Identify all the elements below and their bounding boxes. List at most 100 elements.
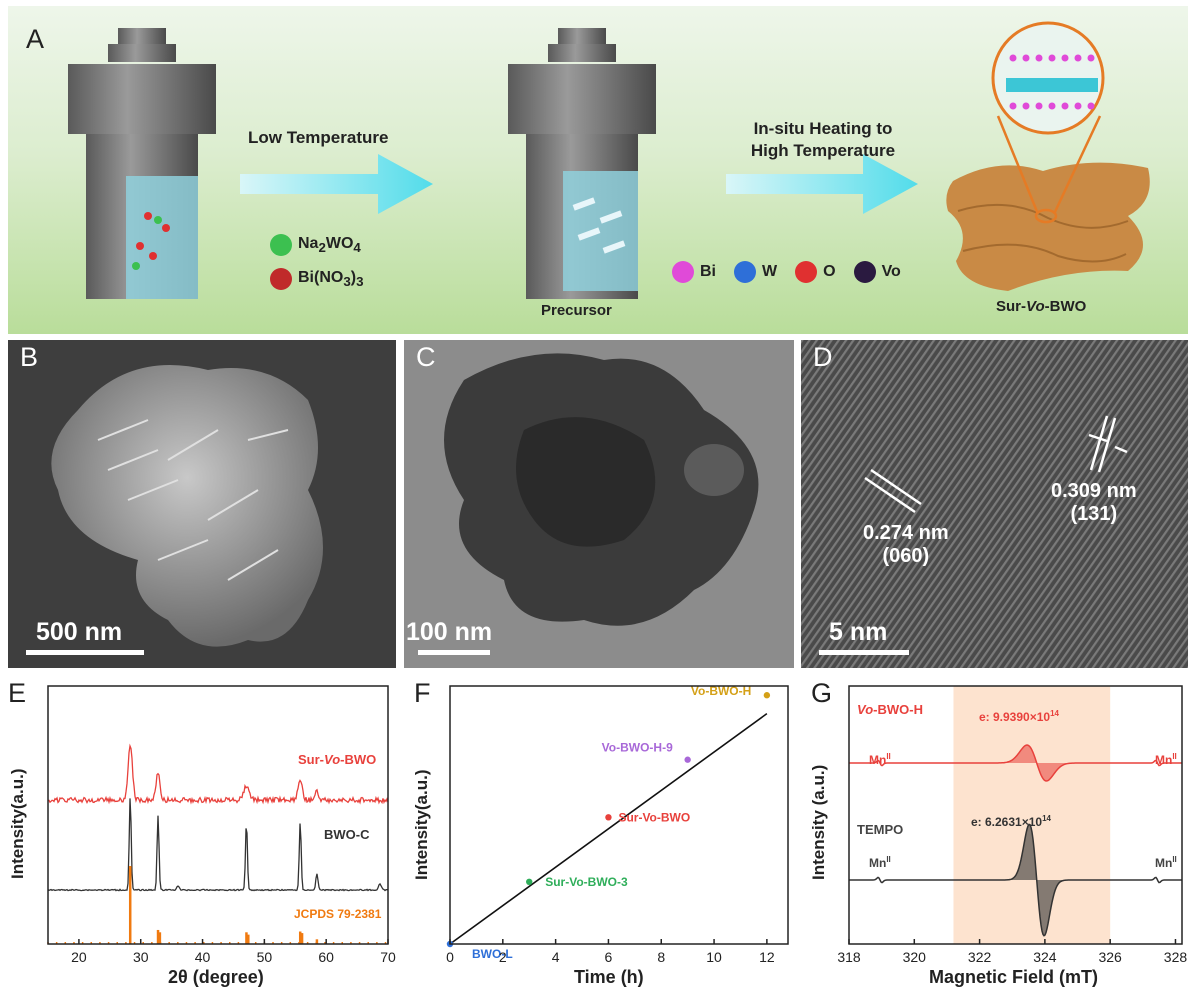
o-ball-icon <box>795 261 818 283</box>
legend-vo: Vo <box>853 261 901 283</box>
e-value-g-tempo: e: 6.2631×1014 <box>971 814 1051 829</box>
autoclave-vessel-1 <box>68 28 216 299</box>
reagent-bino3: Bi(NO3)3 <box>270 268 364 290</box>
series-line-vobwoh <box>849 744 1182 782</box>
mn-label-g-2: MnII <box>1155 752 1177 767</box>
x-tick-label: 4 <box>552 949 560 965</box>
x-tick-label: 2 <box>499 949 507 965</box>
panel-d-hrtem-image: D 0.274 nm (060) 0.309 nm (131) 5 nm <box>801 340 1188 668</box>
panel-label-c: C <box>416 342 436 372</box>
plot-frame-f <box>449 685 789 945</box>
series-label-g-tempo: TEMPO <box>857 822 904 837</box>
panel-label-d: D <box>813 342 833 372</box>
red-ball-icon <box>270 268 292 290</box>
series-line-survobwo <box>47 743 389 805</box>
x-tick-label: 318 <box>837 949 861 965</box>
scale-bar-d <box>819 650 909 655</box>
legend-bi: Bi <box>672 261 716 283</box>
sem-particle <box>51 365 323 647</box>
data-label: Vo-BWO-H <box>691 684 751 698</box>
x-tick-label: 12 <box>759 949 775 965</box>
panel-label-e: E <box>8 678 27 708</box>
reagent1-formula: Na2WO4 <box>298 234 361 256</box>
series-label-g-vobwoh: Vo-BWO-H <box>857 702 923 717</box>
panel-a-schematic: A Low Temperature In-situ Heating to Hig… <box>8 6 1188 334</box>
x-tick-label: 40 <box>195 949 211 965</box>
panel-label-g: G <box>811 678 833 708</box>
legend-w: W <box>734 261 777 283</box>
xlabel-g: Magnetic Field (mT) <box>929 967 1099 987</box>
autoclave-vessel-2 <box>508 28 656 299</box>
vo-ball-icon <box>853 261 876 283</box>
green-ball-icon <box>270 234 292 256</box>
x-tick-label: 70 <box>380 949 396 965</box>
series-line-bwoc <box>47 798 388 892</box>
step2-label-line1: In-situ Heating to <box>753 119 893 138</box>
scale-bar-c <box>418 650 490 655</box>
scale-bar-b <box>26 650 144 655</box>
series-line-tempo <box>849 823 1182 937</box>
product-nanosheet <box>946 21 1150 291</box>
x-tick-label: 0 <box>446 949 454 965</box>
fringe-annotation-131: 0.309 nm (131) <box>1051 480 1137 525</box>
x-tick-label: 6 <box>605 949 613 965</box>
fit-line <box>449 712 768 945</box>
scale-label-c: 100 nm <box>406 618 493 646</box>
panel-e-xrd-chart: E 20 30 40 50 60 70 Intensity(a.u.) 2θ (degre… <box>8 672 396 992</box>
product-label: Sur-Vo-BWO <box>996 298 1087 315</box>
data-point <box>526 878 533 886</box>
atom-legend: Bi W O Vo <box>672 261 901 283</box>
hrtem-lattice <box>801 340 1188 668</box>
data-point <box>763 692 771 699</box>
data-label: Sur-Vo-BWO-3 <box>545 875 628 889</box>
panel-c-tem-image: C 100 nm <box>404 340 794 668</box>
series-label-e-bwoc: BWO-C <box>324 827 370 842</box>
precursor-label: Precursor <box>541 302 612 319</box>
scale-label-d: 5 nm <box>829 618 888 646</box>
x-tick-label: 328 <box>1164 949 1188 965</box>
data-point <box>684 756 691 763</box>
x-tick-label: 8 <box>657 949 665 965</box>
x-tick-label: 10 <box>706 949 722 965</box>
panel-g-epr-chart: G 318 320 322 324 326 328 Intensity (a.u.) Ma… <box>801 672 1188 992</box>
data-label: BWO-L <box>472 947 513 961</box>
w-ball-icon <box>734 261 756 283</box>
x-tick-label: 60 <box>318 949 334 965</box>
legend-o: O <box>795 261 836 283</box>
mn-label-g-4: MnII <box>1155 855 1177 870</box>
x-tick-label: 30 <box>133 949 149 965</box>
mn-label-g-3: MnII <box>869 855 891 870</box>
panel-f-time-chart: F BWO-L Sur-Vo-BWO-3 Sur-Vo-BWO Vo-BWO-H-9 V… <box>404 672 794 992</box>
tem-particle <box>444 353 759 626</box>
time-plot: BWO-L Sur-Vo-BWO-3 Sur-Vo-BWO Vo-BWO-H-9 Vo-… <box>446 684 789 965</box>
series-label-e-survo: Sur-Vo-BWO <box>298 752 377 767</box>
step2-label: In-situ Heating to High Temperature <box>728 118 918 162</box>
epr-plot: 318 320 322 324 326 328 <box>837 685 1188 965</box>
scale-label-b: 500 nm <box>36 618 123 646</box>
ylabel-f: Intensity(a.u.) <box>412 769 431 880</box>
x-tick-label: 322 <box>968 949 992 965</box>
panel-label-f: F <box>414 678 431 708</box>
panel-label-a: A <box>26 24 45 54</box>
reagent2-formula: Bi(NO3)3 <box>298 268 364 290</box>
step1-label: Low Temperature <box>248 128 389 147</box>
x-tick-label: 20 <box>71 949 87 965</box>
xlabel-e: 2θ (degree) <box>168 967 264 987</box>
xrd-plot: 20 30 40 50 60 70 <box>47 685 396 965</box>
highlight-band <box>953 686 1111 944</box>
series-label-e-ref: JCPDS 79-2381 <box>294 907 382 921</box>
plot-frame-e <box>47 685 389 945</box>
x-tick-label: 326 <box>1098 949 1122 965</box>
ylabel-e: Intensity(a.u.) <box>8 768 27 879</box>
x-tick-label: 324 <box>1033 949 1057 965</box>
panel-label-b: B <box>20 342 39 372</box>
x-tick-label: 50 <box>257 949 273 965</box>
reagent-na2wo4: Na2WO4 <box>270 234 361 256</box>
e-value-g-vobwoh: e: 9.9390×1014 <box>979 709 1059 724</box>
mn-label-g-1: MnII <box>869 752 891 767</box>
plot-frame-g <box>848 685 1183 945</box>
step2-label-line2: High Temperature <box>750 141 896 160</box>
synthesis-schematic <box>68 21 1150 299</box>
x-tick-label: 320 <box>903 949 927 965</box>
process-arrow-1 <box>240 154 433 214</box>
